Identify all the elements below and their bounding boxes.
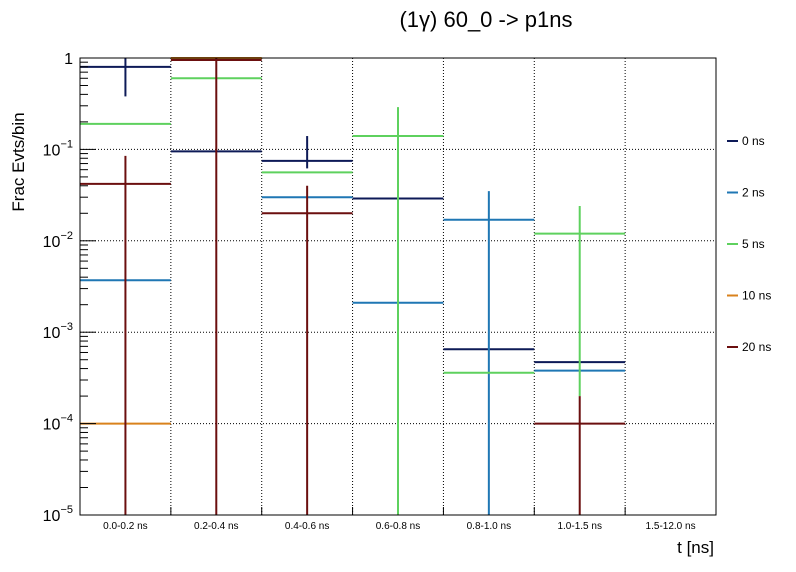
x-tick-label: 1.5-12.0 ns xyxy=(646,521,696,532)
y-tick-base: 10 xyxy=(43,508,61,525)
legend-label: 2 ns xyxy=(742,186,765,200)
legend: 0 ns 2 ns 5 ns 10 ns 20 ns xyxy=(727,134,771,354)
legend-label: 5 ns xyxy=(742,237,765,251)
x-tick-labels: 0.0-0.2 ns 0.2-0.4 ns 0.4-0.6 ns 0.6-0.8 ns… xyxy=(103,521,695,532)
y-tick-exponent: −2 xyxy=(60,230,73,242)
y-tick-label: 10−3 xyxy=(43,321,73,342)
axis-ticks xyxy=(79,57,717,516)
y-tick-base: 10 xyxy=(43,234,61,251)
x-axis-label: t [ns] xyxy=(677,538,714,557)
y-tick-label: 10−5 xyxy=(43,504,73,525)
series-20-ns xyxy=(80,58,626,515)
y-tick-base: 10 xyxy=(43,142,61,159)
plot-frame xyxy=(79,57,717,516)
x-tick-label: 0.2-0.4 ns xyxy=(194,521,238,532)
y-tick-exponent: −4 xyxy=(60,413,73,425)
series-5-ns xyxy=(80,77,626,515)
x-tick-label: 0.8-1.0 ns xyxy=(467,521,511,532)
x-tick-label: 0.0-0.2 ns xyxy=(103,521,147,532)
legend-label: 10 ns xyxy=(742,289,771,303)
legend-label: 20 ns xyxy=(742,340,771,354)
y-tick-base: 10 xyxy=(43,325,61,342)
x-tick-label: 1.0-1.5 ns xyxy=(557,521,601,532)
x-tick-label: 0.4-0.6 ns xyxy=(285,521,329,532)
plot-series xyxy=(80,57,626,515)
y-axis-label: Frac Evts/bin xyxy=(9,112,28,211)
y-tick-base: 1 xyxy=(64,51,73,68)
y-tick-exponent: −5 xyxy=(60,504,73,516)
y-tick-exponent: −1 xyxy=(60,138,73,150)
y-tick-label: 10−2 xyxy=(43,230,73,251)
y-tick-label: 10−1 xyxy=(43,138,73,159)
y-tick-base: 10 xyxy=(43,417,61,434)
y-tick-exponent: −3 xyxy=(60,321,73,333)
x-tick-label: 0.6-0.8 ns xyxy=(376,521,420,532)
chart-title: (1γ) 60_0 -> p1ns xyxy=(399,7,572,32)
y-tick-label: 10−4 xyxy=(43,413,73,434)
legend-label: 0 ns xyxy=(742,134,765,148)
y-tick-labels: 10−510−410−310−210−11 xyxy=(43,51,73,525)
y-tick-label: 1 xyxy=(64,51,73,68)
